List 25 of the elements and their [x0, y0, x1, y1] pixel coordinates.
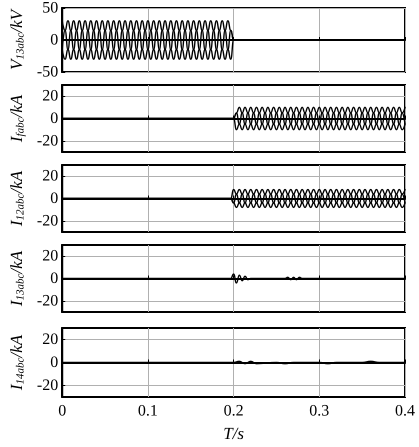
y-tick-label: 0 — [50, 110, 58, 127]
y-tick-label: 20 — [42, 88, 58, 105]
y-tick-label: -20 — [36, 132, 58, 150]
y-tick-label: -20 — [36, 212, 58, 230]
y-axis-title: V13abc/kV — [7, 7, 26, 70]
y-tick-label: 0 — [50, 32, 58, 48]
y-tick-label: -20 — [36, 292, 58, 310]
y-tick-label: -20 — [36, 377, 58, 394]
x-axis-title: T/s — [223, 424, 244, 443]
y-tick-label: -50 — [36, 64, 58, 80]
x-tick-label: 0.1 — [138, 402, 158, 420]
y-tick-label: 20 — [42, 331, 58, 348]
y-axis-title: Ifabc/kA — [7, 94, 26, 144]
y-tick-label: 20 — [42, 248, 58, 265]
y-tick-label: 0 — [50, 270, 58, 287]
y-tick-label: 0 — [50, 354, 58, 371]
x-tick-label: 0.4 — [395, 402, 415, 420]
x-tick-label: 0.3 — [309, 402, 330, 420]
y-axis-title: I12abc/kA — [7, 170, 26, 228]
y-axis-title: I13abc/kA — [7, 250, 26, 308]
y-tick-label: 20 — [42, 168, 58, 185]
x-tick-label: 0.2 — [224, 402, 244, 420]
y-tick-label: 50 — [42, 0, 58, 16]
y-tick-label: 0 — [50, 190, 58, 207]
y-axis-title: I14abc/kA — [7, 334, 26, 392]
